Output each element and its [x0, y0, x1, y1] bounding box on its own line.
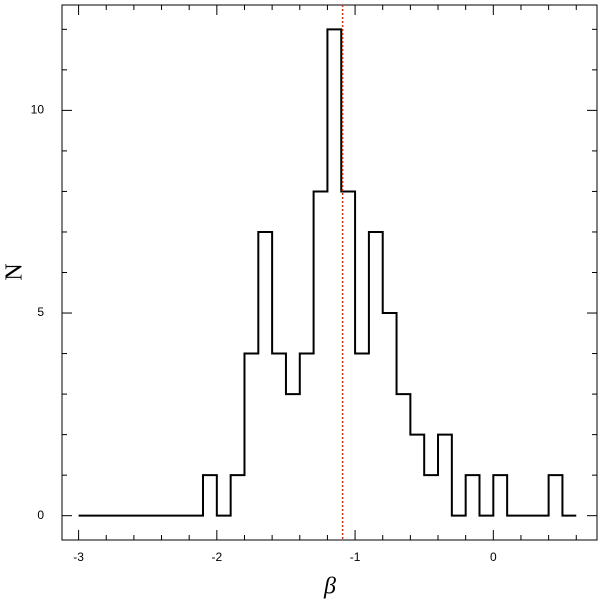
- y-tick-label: 5: [37, 305, 44, 319]
- bar: [383, 313, 397, 516]
- bar: [355, 354, 369, 516]
- x-tick-label: -2: [211, 550, 222, 564]
- bar: [286, 394, 300, 516]
- x-tick-label: -3: [73, 550, 84, 564]
- bar: [272, 354, 286, 516]
- bar: [231, 475, 245, 516]
- bar: [397, 394, 411, 516]
- bar: [438, 435, 452, 516]
- bar: [549, 475, 563, 516]
- y-tick-label: 10: [31, 103, 45, 117]
- y-axis-label: N: [2, 263, 28, 280]
- bar: [369, 232, 383, 516]
- x-tick-label: -1: [350, 550, 361, 564]
- bar: [244, 354, 258, 516]
- bar: [466, 475, 480, 516]
- histogram-outline: [78, 28, 577, 517]
- plot-frame: [61, 4, 598, 541]
- x-tick-label: 0: [490, 550, 497, 564]
- y-tick-label: 0: [37, 508, 44, 522]
- bar: [300, 354, 314, 516]
- bar: [493, 475, 507, 516]
- bar: [424, 475, 438, 516]
- x-axis-label: β: [323, 574, 336, 600]
- bar: [410, 435, 424, 516]
- bar: [327, 29, 341, 515]
- bar: [203, 475, 217, 516]
- bar: [314, 191, 328, 515]
- bar: [258, 232, 272, 516]
